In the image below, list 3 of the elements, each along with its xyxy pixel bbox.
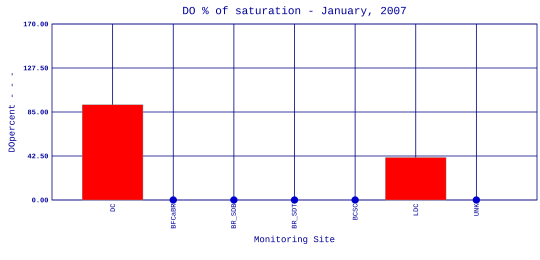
y-axis-title: DOpercent - - -	[8, 72, 16, 152]
x-axis-title: Monitoring Site	[254, 236, 334, 244]
chart-title: DO % of saturation - January, 2007	[183, 6, 406, 16]
